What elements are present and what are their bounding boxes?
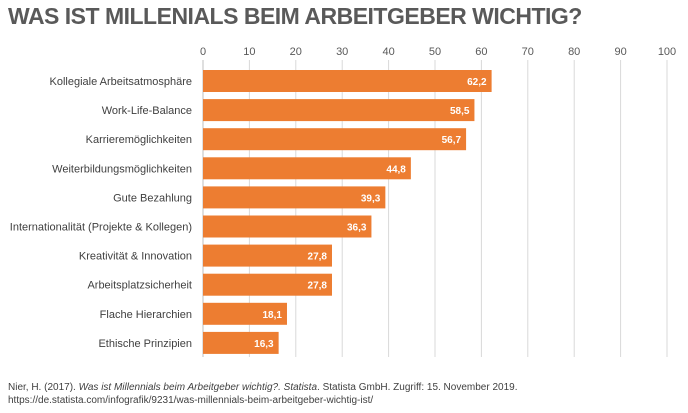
data-label: 16,3 <box>254 339 274 350</box>
category-label: Kreativität & Innovation <box>79 251 192 263</box>
x-tick-label: 70 <box>522 46 534 58</box>
category-label: Gute Bezahlung <box>113 192 192 204</box>
data-label: 58,5 <box>450 106 470 117</box>
data-label: 18,1 <box>263 310 283 321</box>
source-suffix: . Statista GmbH. Zugriff: 15. November 2… <box>317 382 518 393</box>
category-label: Work-Life-Balance <box>102 105 192 117</box>
source-title: Was ist Millennials beim Arbeitgeber wic… <box>78 382 318 393</box>
bar <box>203 302 287 325</box>
x-tick-label: 30 <box>336 46 348 58</box>
bar <box>203 273 332 296</box>
source-url[interactable]: https://de.statista.com/infografik/9231/… <box>8 395 374 406</box>
category-label: Weiterbildungsmöglichkeiten <box>52 163 192 175</box>
x-tick-label: 20 <box>290 46 302 58</box>
data-label: 44,8 <box>386 164 406 175</box>
category-label: Ethische Prinzipien <box>98 338 192 350</box>
data-label: 39,3 <box>361 193 381 204</box>
category-label: Flache Hierarchien <box>100 309 192 321</box>
bar <box>203 215 372 238</box>
x-tick-label: 80 <box>568 46 580 58</box>
x-tick-label: 40 <box>382 46 394 58</box>
source-prefix: Nier, H. (2017). <box>8 382 79 393</box>
data-label: 27,8 <box>308 281 328 292</box>
data-label: 36,3 <box>347 223 367 234</box>
category-label: Karrieremöglichkeiten <box>86 134 192 146</box>
bar <box>203 157 411 180</box>
x-axis-ticks: 0 10 20 30 40 50 60 70 80 90 100 <box>200 46 676 58</box>
x-tick-label: 90 <box>614 46 626 58</box>
data-labels: 62,2 58,5 56,7 44,8 39,3 36,3 27,8 27,8 18,1 16,3 <box>254 77 487 350</box>
x-tick-label: 10 <box>243 46 255 58</box>
source-citation: Nier, H. (2017). Was ist Millennials bei… <box>8 381 518 407</box>
category-label: Arbeitsplatzsicherheit <box>87 280 192 292</box>
source-citation-line: Nier, H. (2017). Was ist Millennials bei… <box>8 381 518 394</box>
bar <box>203 128 467 151</box>
x-tick-label: 0 <box>200 46 206 58</box>
data-label: 56,7 <box>442 135 462 146</box>
data-label: 27,8 <box>308 252 328 263</box>
category-label: Internationalität (Projekte & Kollegen) <box>10 222 192 234</box>
category-label: Kollegiale Arbeitsatmosphäre <box>50 76 192 88</box>
bar <box>203 331 279 354</box>
bar <box>203 70 492 92</box>
bars <box>203 70 492 354</box>
data-label: 62,2 <box>467 77 487 88</box>
bar <box>203 99 475 122</box>
x-tick-label: 50 <box>429 46 441 58</box>
bar <box>203 244 332 267</box>
category-labels: Kollegiale Arbeitsatmosphäre Work-Life-Ba… <box>10 76 192 350</box>
x-tick-label: 60 <box>475 46 487 58</box>
chart-title: WAS IST MILLENIALS BEIM ARBEITGEBER WICH… <box>8 3 582 29</box>
x-tick-label: 100 <box>658 46 676 58</box>
bar <box>203 186 386 209</box>
